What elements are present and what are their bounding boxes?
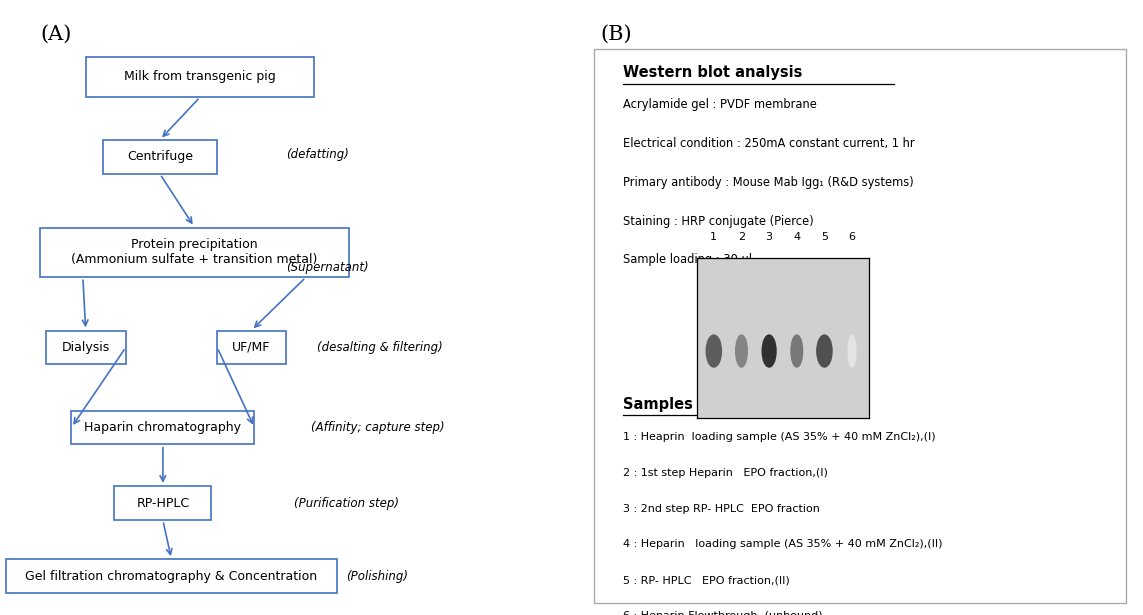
- Text: 2: 2: [738, 232, 745, 242]
- Text: UF/MF: UF/MF: [232, 341, 271, 354]
- Text: 6: 6: [848, 232, 856, 242]
- Text: 5 : RP- HPLC   EPO fraction,(II): 5 : RP- HPLC EPO fraction,(II): [623, 575, 790, 585]
- Text: 5: 5: [821, 232, 828, 242]
- Text: Gel filtration chromatography & Concentration: Gel filtration chromatography & Concentr…: [25, 569, 318, 583]
- Text: RP-HPLC: RP-HPLC: [136, 496, 190, 510]
- Text: 4 : Heparin   loading sample (AS 35% + 40 mM ZnCl₂),(II): 4 : Heparin loading sample (AS 35% + 40 …: [623, 539, 943, 549]
- Text: (Affinity; capture step): (Affinity; capture step): [311, 421, 445, 434]
- Text: 6 : Heparin Flowthrough  (unbound): 6 : Heparin Flowthrough (unbound): [623, 611, 823, 615]
- Text: Acrylamide gel : PVDF membrane: Acrylamide gel : PVDF membrane: [623, 98, 817, 111]
- Text: (B): (B): [600, 25, 632, 44]
- FancyBboxPatch shape: [40, 228, 349, 277]
- FancyBboxPatch shape: [6, 560, 337, 593]
- Text: (A): (A): [40, 25, 71, 44]
- Ellipse shape: [736, 335, 748, 367]
- Text: Dialysis: Dialysis: [62, 341, 110, 354]
- Text: Samples: Samples: [623, 397, 693, 411]
- Text: 1: 1: [710, 232, 718, 242]
- Ellipse shape: [762, 335, 776, 367]
- FancyBboxPatch shape: [46, 331, 126, 364]
- Text: 3: 3: [766, 232, 773, 242]
- Text: 2 : 1st step Heparin   EPO fraction,(I): 2 : 1st step Heparin EPO fraction,(I): [623, 468, 828, 478]
- Text: (Supernatant): (Supernatant): [286, 261, 368, 274]
- Text: 3 : 2nd step RP- HPLC  EPO fraction: 3 : 2nd step RP- HPLC EPO fraction: [623, 504, 820, 514]
- Ellipse shape: [848, 335, 856, 367]
- Ellipse shape: [791, 335, 802, 367]
- Text: Western blot analysis: Western blot analysis: [623, 65, 802, 79]
- Ellipse shape: [706, 335, 721, 367]
- Text: Protein precipitation
(Ammonium sulfate + transition metal): Protein precipitation (Ammonium sulfate …: [71, 238, 318, 266]
- Text: (Polishing): (Polishing): [345, 569, 408, 583]
- Text: (defatting): (defatting): [286, 148, 349, 162]
- Text: Milk from transgenic pig: Milk from transgenic pig: [125, 70, 275, 84]
- Ellipse shape: [817, 335, 832, 367]
- FancyBboxPatch shape: [71, 411, 254, 444]
- Text: Primary antibody : Mouse Mab Igg₁ (R&D systems): Primary antibody : Mouse Mab Igg₁ (R&D s…: [623, 176, 913, 189]
- FancyBboxPatch shape: [217, 331, 286, 364]
- FancyBboxPatch shape: [86, 57, 314, 97]
- Text: Sample loading : 30 ul: Sample loading : 30 ul: [623, 253, 752, 266]
- Text: Staining : HRP conjugate (Pierce): Staining : HRP conjugate (Pierce): [623, 215, 814, 228]
- Text: (desalting & filtering): (desalting & filtering): [318, 341, 443, 354]
- Text: Centrifuge: Centrifuge: [127, 150, 193, 164]
- Text: Electrical condition : 250mA constant current, 1 hr: Electrical condition : 250mA constant cu…: [623, 137, 914, 150]
- FancyBboxPatch shape: [114, 486, 211, 520]
- FancyBboxPatch shape: [594, 49, 1126, 603]
- Text: (Purification step): (Purification step): [295, 496, 399, 510]
- FancyBboxPatch shape: [103, 140, 217, 173]
- Text: Haparin chromatography: Haparin chromatography: [85, 421, 241, 434]
- Text: 4: 4: [793, 232, 800, 242]
- Text: 1 : Heaprin  loading sample (AS 35% + 40 mM ZnCl₂),(I): 1 : Heaprin loading sample (AS 35% + 40 …: [623, 432, 936, 442]
